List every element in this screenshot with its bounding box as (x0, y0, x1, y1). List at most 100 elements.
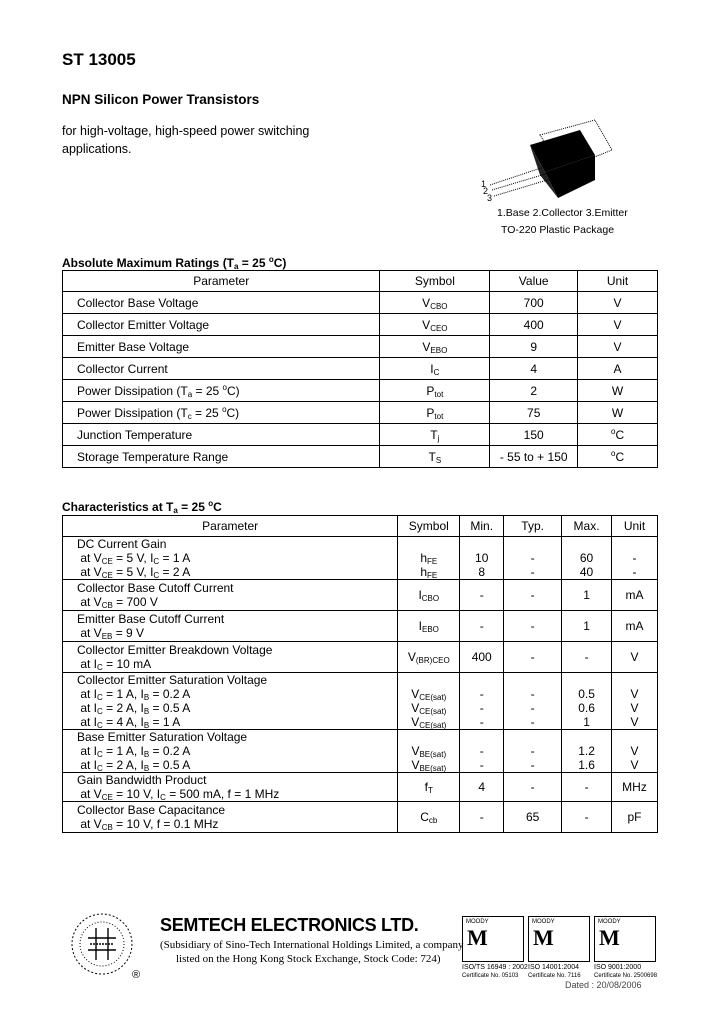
condition-text: at VCE = 10 V, IC = 500 mA, f = 1 MHz (77, 787, 280, 802)
cert-number: Certificate No. 2500698 (594, 973, 658, 979)
characteristics-heading: Characteristics at Ta = 25 oC (62, 499, 222, 515)
certification-badge: MOODY M (594, 916, 656, 962)
certification-text: ISO 14001:2004 Certificate No. 7116 (528, 964, 581, 980)
pinout-caption: 1.Base 2.Collector 3.Emitter (497, 207, 628, 219)
unit-value: V (630, 715, 639, 729)
typ-cell: -- (503, 729, 563, 773)
value-cell: 2 (489, 379, 579, 402)
table-row: Emitter Base Cutoff Current at VEB = 9 V… (61, 610, 658, 642)
max-value: - (584, 780, 589, 794)
min-value: - (479, 810, 484, 824)
max-cell: - (561, 801, 613, 833)
unit-cell: V (611, 641, 658, 673)
subtitle: NPN Silicon Power Transistors (62, 92, 260, 107)
unit-value: - (632, 565, 637, 579)
symbol-value: hFE (420, 565, 438, 580)
min-cell: 400 (459, 641, 505, 673)
moody-m-icon: M (467, 925, 488, 950)
typ-value: - (530, 650, 535, 664)
symbol-cell: VBE(sat) VBE(sat) (397, 729, 461, 773)
parameter-cell: Emitter Base Voltage (61, 335, 381, 358)
unit-value: pF (627, 810, 642, 824)
condition-text: at VCB = 10 V, f = 0.1 MHz (77, 817, 219, 832)
column-header: Value (489, 270, 579, 292)
symbol-cell: VCEO (379, 313, 491, 336)
symbol-value: VCE(sat) (411, 701, 447, 716)
parameter-name: Base Emitter Saturation Voltage (77, 730, 248, 744)
parameter-cell: Collector Emitter Saturation Voltage at … (61, 672, 399, 730)
symbol-cell: V(BR)CEO (397, 641, 461, 673)
table-row: Collector Base Capacitance at VCB = 10 V… (61, 801, 658, 833)
column-header: Symbol (379, 270, 491, 292)
symbol-value: VCE(sat) (411, 687, 447, 702)
to220-package-illustration: 1 2 3 (481, 119, 613, 203)
symbol-cell: fT (397, 772, 461, 802)
unit-cell: V (577, 335, 658, 358)
symbol-cell: IC (379, 357, 491, 380)
symbol-cell: ICBO (397, 579, 461, 611)
max-value: 1 (583, 715, 590, 729)
unit-value: V (630, 687, 639, 701)
min-value: - (479, 619, 484, 633)
column-header: Parameter (61, 270, 381, 292)
min-value: 10 (475, 551, 489, 565)
page-title: ST 13005 (62, 50, 136, 69)
parameter-cell: Collector Current (61, 357, 381, 380)
condition-text: at VCE = 5 V, IC = 2 A (77, 565, 191, 580)
parameter-name: Collector Emitter Breakdown Voltage (77, 643, 273, 657)
unit-value: V (630, 758, 639, 772)
parameter-cell: Emitter Base Cutoff Current at VEB = 9 V (61, 610, 399, 642)
condition-text: at IC = 1 A, IB = 0.2 A (77, 744, 191, 759)
parameter-cell: DC Current Gain at VCE = 5 V, IC = 1 A a… (61, 536, 399, 580)
min-value: - (479, 588, 484, 602)
parameter-cell: Power Dissipation (Ta = 25 oC) (61, 379, 381, 402)
symbol-value: hFE (420, 551, 438, 566)
cert-brand: MOODY (598, 919, 621, 925)
parameter-name: Gain Bandwidth Product (77, 773, 207, 787)
symbol-value: V(BR)CEO (407, 650, 450, 665)
value-cell: 75 (489, 401, 579, 424)
min-value: 400 (471, 650, 492, 664)
min-cell: - (459, 610, 505, 642)
subsidiary-line-1: (Subsidiary of Sino-Tech International H… (160, 939, 464, 951)
unit-value: - (632, 551, 637, 565)
max-value: 0.6 (578, 701, 595, 715)
table-row: Collector Base Cutoff Current at VCB = 7… (61, 579, 658, 611)
parameter-name: Collector Base Cutoff Current (77, 581, 234, 595)
max-value: 60 (579, 551, 594, 565)
symbol-value: VBE(sat) (411, 758, 447, 773)
unit-cell: oC (577, 445, 658, 468)
parameter-cell: Collector Base Voltage (61, 291, 381, 314)
min-cell: - (459, 579, 505, 611)
condition-text: at VCB = 700 V (77, 595, 158, 610)
min-cell: 4 (459, 772, 505, 802)
certification-badge: MOODY M (528, 916, 590, 962)
absolute-maximum-ratings-table: Parameter Symbol Value Unit Collector Base … (61, 270, 658, 468)
condition-text: at IC = 4 A, IB = 1 A (77, 715, 181, 730)
parameter-name: Collector Emitter Saturation Voltage (77, 673, 268, 687)
unit-cell: W (577, 401, 658, 424)
cert-standard: ISO 14001:2004 (528, 964, 579, 971)
typ-value: - (530, 551, 535, 565)
company-name: SEMTECH ELECTRONICS LTD. (160, 915, 419, 935)
moody-m-icon: M (599, 925, 620, 950)
condition-text: at IC = 2 A, IB = 0.5 A (77, 758, 191, 773)
table-row: Gain Bandwidth Product at VCE = 10 V, IC… (61, 772, 658, 802)
parameter-cell: Collector Base Capacitance at VCB = 10 V… (61, 801, 399, 833)
cert-number: Certificate No. 05103 (462, 973, 519, 979)
min-value: - (479, 758, 484, 772)
symbol-cell: hFE hFE (397, 536, 461, 580)
value-cell: 400 (489, 313, 579, 336)
dated: Dated : 20/08/2006 (565, 980, 642, 990)
typ-cell: - (503, 772, 563, 802)
min-cell: -- (459, 729, 505, 773)
max-value: - (584, 650, 589, 664)
condition-text: at IC = 10 mA (77, 657, 152, 672)
typ-cell: --- (503, 672, 563, 730)
max-cell: 1 (561, 579, 613, 611)
typ-cell: - (503, 641, 563, 673)
parameter-cell: Base Emitter Saturation Voltage at IC = … (61, 729, 399, 773)
unit-value: V (630, 701, 639, 715)
table-row: Power Dissipation (Tc = 25 oC) Ptot 75 W (61, 401, 658, 424)
